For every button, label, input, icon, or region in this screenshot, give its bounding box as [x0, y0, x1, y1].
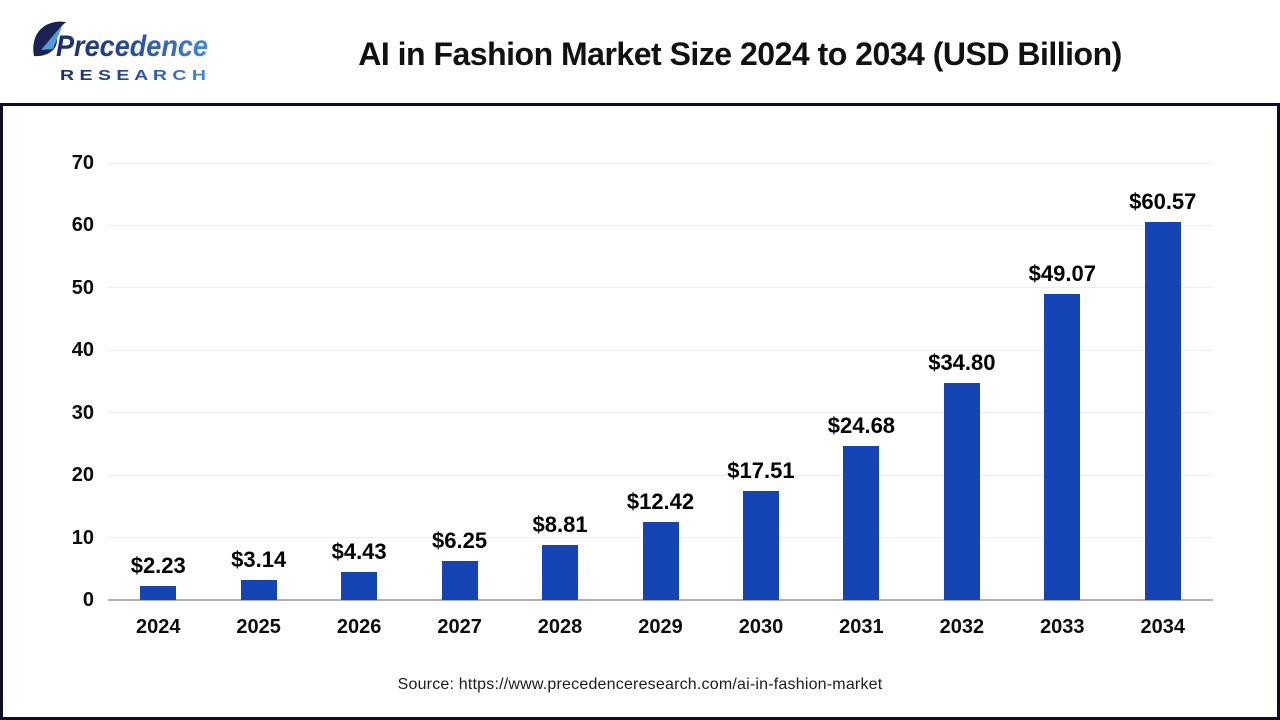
bar-2026	[341, 572, 378, 600]
y-axis-tick-label: 30	[71, 401, 94, 424]
source-citation: Source: https://www.precedenceresearch.c…	[397, 676, 883, 693]
gridline	[108, 162, 1213, 164]
bar-2024	[140, 586, 177, 600]
x-axis-label-2026: 2026	[336, 616, 382, 638]
x-axis-label-2030: 2030	[738, 616, 784, 638]
precedence-research-logo: Precedence R E S E A R C H	[33, 21, 208, 84]
x-axis-label-2025: 2025	[236, 616, 281, 638]
bar-2033	[1044, 293, 1081, 600]
x-axis-label-2032: 2032	[939, 616, 985, 638]
bar-2032	[943, 382, 980, 600]
y-axis-tick-label: 40	[71, 339, 94, 362]
logo-subtitle: R E S E A R C H	[60, 67, 206, 84]
bar-value-label-2028: $8.81	[532, 512, 588, 538]
x-axis-label-2027: 2027	[437, 616, 482, 638]
bar-2025	[240, 580, 277, 600]
bar-value-label-2026: $4.43	[331, 539, 387, 565]
x-axis-baseline	[108, 599, 1213, 601]
y-axis-tick-label: 20	[71, 464, 94, 487]
leaf-icon	[33, 21, 66, 57]
y-axis-tick-label: 60	[71, 214, 94, 237]
bar-2030	[742, 490, 779, 600]
x-axis-label-2029: 2029	[638, 616, 683, 638]
y-axis-tick-label: 0	[82, 589, 94, 611]
y-axis-tick-label: 10	[71, 526, 94, 549]
bar-chart-plot-area: 0 10 20 30 40 50 60 70 $2.23 2024 $3.14 2025 $4.43 20…	[72, 152, 1213, 638]
y-axis-tick-label: 70	[71, 152, 94, 174]
gridline	[108, 349, 1213, 351]
bar-value-label-2031: $24.68	[827, 412, 896, 438]
bar-value-label-2032: $34.80	[928, 349, 996, 375]
x-axis-label-2031: 2031	[839, 616, 884, 638]
x-axis-label-2028: 2028	[537, 616, 583, 638]
y-axis-tick-label: 50	[71, 276, 94, 299]
gridline	[108, 287, 1213, 289]
x-axis-label-2024: 2024	[135, 616, 181, 638]
bar-value-label-2025: $3.14	[231, 547, 287, 573]
gridline	[108, 474, 1213, 476]
bar-2028	[542, 545, 579, 600]
bar-value-label-2030: $17.51	[727, 457, 795, 483]
header-divider	[0, 103, 1280, 106]
gridline	[108, 412, 1213, 414]
x-axis-label-2033: 2033	[1040, 616, 1085, 638]
bar-value-label-2027: $6.25	[432, 527, 488, 553]
x-axis-label-2034: 2034	[1140, 616, 1186, 638]
bar-value-label-2033: $49.07	[1028, 260, 1096, 286]
bar-value-label-2034: $60.57	[1129, 188, 1197, 214]
gridline	[108, 224, 1213, 226]
header: Precedence R E S E A R C H AI in Fashion…	[0, 0, 1280, 103]
bar-2029	[642, 522, 679, 600]
bar-2034	[1144, 221, 1181, 600]
logo-wordmark: Precedence	[56, 30, 208, 63]
bar-value-label-2024: $2.23	[130, 553, 186, 579]
bar-2031	[843, 445, 880, 600]
chart-title: AI in Fashion Market Size 2024 to 2034 (…	[358, 36, 1122, 72]
bar-2027	[441, 560, 478, 600]
bar-value-label-2029: $12.42	[626, 489, 695, 515]
